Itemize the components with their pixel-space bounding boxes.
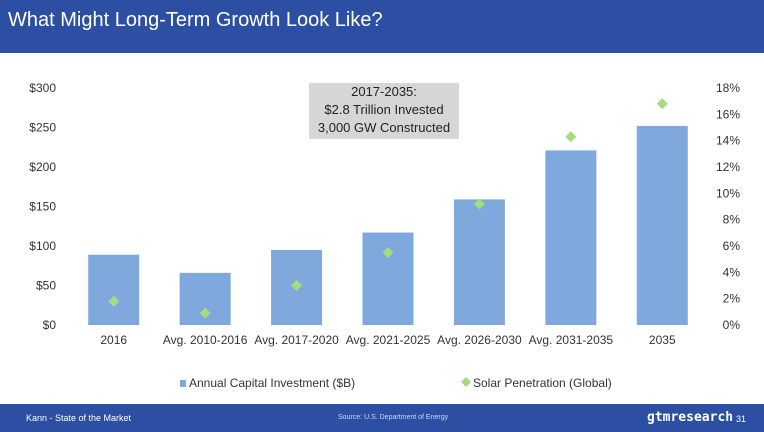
brand-logo: gtmresearch: [647, 410, 734, 425]
right-tick-label: 0%: [723, 318, 741, 332]
markers: [108, 98, 668, 319]
page-number: 31: [736, 414, 747, 424]
annotation-line-3: 3,000 GW Constructed: [317, 120, 451, 135]
marker: [108, 295, 120, 307]
annotation-line-2: $2.8 Trillion Invested: [324, 102, 444, 117]
category-label: 2016: [100, 333, 127, 347]
left-tick-label: $300: [29, 81, 56, 95]
annotation-line-1: 2017-2035:: [351, 84, 417, 99]
right-tick-label: 6%: [723, 239, 741, 253]
left-tick-label: $150: [29, 200, 56, 214]
annotation-box: 2017-2035: $2.8 Trillion Invested 3,000 …: [309, 83, 459, 139]
right-tick-label: 4%: [723, 265, 741, 279]
category-label: Avg. 2017-2020: [254, 333, 339, 347]
category-labels: 2016 Avg. 2010-2016 Avg. 2017-2020 Avg. 202…: [100, 333, 676, 347]
right-tick-label: 16%: [716, 107, 740, 121]
category-label: Avg. 2031-2035: [529, 333, 614, 347]
marker: [565, 131, 577, 143]
page-title: What Might Long-Term Growth Look Like?: [8, 9, 383, 31]
left-tick-label: $0: [43, 318, 57, 332]
header-bar: What Might Long-Term Growth Look Like?: [0, 0, 764, 53]
category-label: Avg. 2010-2016: [163, 333, 248, 347]
bars: [88, 125, 688, 325]
legend-marker-swatch: [461, 377, 471, 387]
left-tick-label: $250: [29, 121, 56, 135]
category-label: Avg. 2026-2030: [437, 333, 522, 347]
legend-bar-swatch: [180, 380, 186, 387]
left-tick-label: $100: [29, 239, 56, 253]
marker: [199, 307, 211, 319]
left-axis-ticks: $0 $50 $100 $150 $200 $250 $300: [29, 81, 56, 332]
footer-left-text: Kann - State of the Market: [26, 413, 132, 423]
left-tick-label: $200: [29, 160, 56, 174]
right-tick-label: 12%: [716, 160, 740, 174]
category-label: Avg. 2021-2025: [346, 333, 431, 347]
bar-chart: $0 $50 $100 $150 $200 $250 $300 0% 2% 4% 6% 8% 10% 1…: [29, 81, 740, 390]
right-tick-label: 10%: [716, 186, 740, 200]
bar: [636, 125, 688, 325]
bar: [88, 254, 140, 325]
right-tick-label: 2%: [723, 292, 741, 306]
legend: Annual Capital Investment ($B) Solar Pene…: [180, 376, 612, 390]
footer-bar: Kann - State of the Market Source: U.S. …: [0, 404, 764, 432]
marker: [473, 198, 485, 210]
marker: [291, 280, 303, 291]
right-tick-label: 14%: [716, 134, 740, 148]
right-axis-ticks: 0% 2% 4% 6% 8% 10% 12% 14% 16% 18%: [716, 81, 740, 332]
marker: [382, 247, 394, 259]
bar: [453, 199, 505, 325]
category-label: 2035: [649, 333, 676, 347]
marker: [656, 98, 668, 110]
right-tick-label: 18%: [716, 81, 740, 95]
left-tick-label: $50: [36, 279, 56, 293]
legend-bar-label: Annual Capital Investment ($B): [189, 376, 355, 390]
bar: [545, 150, 597, 325]
right-tick-label: 8%: [723, 213, 741, 227]
bar: [362, 232, 414, 325]
legend-marker-label: Solar Penetration (Global): [473, 376, 612, 390]
footer-source: Source: U.S. Department of Energy: [338, 414, 449, 421]
